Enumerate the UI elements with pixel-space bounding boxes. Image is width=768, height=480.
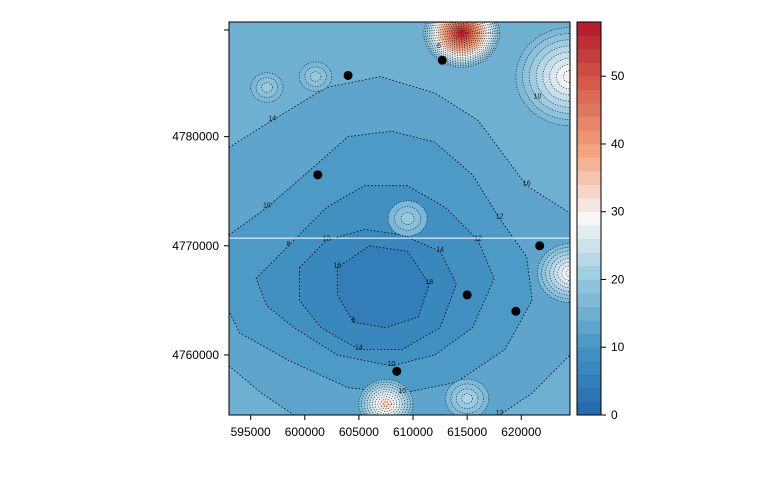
contour-label: 8 (287, 241, 291, 248)
contour-label: 14 (436, 246, 444, 253)
colorbar-band (577, 89, 601, 104)
y-tick-label: 4760000 (172, 348, 219, 362)
colorbar-band (577, 35, 601, 50)
contour-label: 12 (474, 235, 482, 242)
hotspot-6 (299, 61, 333, 92)
contour-label: 16 (333, 263, 341, 270)
hotspot-ring (400, 212, 415, 225)
hotspot-ring (261, 82, 273, 93)
colorbar-band (577, 333, 601, 348)
colorbar-band (577, 49, 601, 63)
hotspot-1 (515, 27, 570, 126)
hotspot-3 (358, 379, 414, 415)
colorbar-frame (576, 21, 602, 416)
hotspot-layer (250, 22, 570, 415)
plot-frame (228, 21, 571, 416)
colorbar-tick-label: 0 (611, 408, 618, 422)
contour-label: 18 (425, 279, 433, 286)
hotspot-ring (382, 401, 389, 407)
x-axis: 595000 600000 605000 610000 615000 620000 (231, 415, 542, 439)
colorbar-band (577, 225, 601, 240)
hotspot-5 (250, 72, 284, 103)
dense-contour-blob-0 (343, 70, 353, 80)
colorbar-band (577, 360, 601, 375)
dense-contour-blob-5 (392, 366, 402, 376)
colorbar-band (577, 320, 601, 334)
contour-region-4 (337, 245, 430, 328)
x-tick-label: 610000 (393, 425, 433, 439)
contour-line-layer (229, 76, 570, 415)
hotspot-ring (459, 31, 464, 35)
x-tick-label: 615000 (447, 425, 487, 439)
y-axis: 4760000 4770000 4780000 (172, 29, 229, 362)
colorbar-tick-label: 10 (611, 340, 625, 354)
contour-label: 16 (523, 181, 531, 188)
contour-label: 12 (323, 235, 331, 242)
hotspot-2 (537, 243, 570, 303)
hotspot-ring (309, 71, 322, 82)
colorbar-band (577, 22, 601, 36)
hotspot-ring (562, 70, 570, 83)
colorbar-band (577, 374, 601, 389)
colorbar-band (577, 103, 601, 118)
hotspot-7 (387, 200, 428, 237)
contour-label: 10 (263, 203, 271, 210)
colorbar-band (577, 171, 601, 185)
colorbar-band (577, 306, 601, 321)
colorbar-band (577, 76, 601, 91)
contour-label: 10 (388, 361, 396, 368)
colorbar-band (577, 157, 601, 172)
contour-label: 12 (496, 410, 504, 417)
contour-label: 14 (268, 115, 276, 122)
colorbar-band (577, 211, 601, 226)
hotspot-4 (445, 378, 490, 415)
dense-contour-blob-1 (437, 55, 447, 65)
colorbar-band (577, 265, 601, 280)
colorbar-band (577, 387, 601, 402)
hotspot-0 (423, 22, 500, 68)
colorbar-band (577, 130, 601, 145)
colorbar-band (577, 143, 601, 158)
contour-line-1 (229, 130, 533, 394)
contour-label: 14 (355, 345, 363, 352)
dense-contour-blob-4 (462, 290, 472, 300)
colorbar-tick-label: 50 (611, 69, 625, 83)
dense-contour-blob-3 (535, 241, 545, 251)
colorbar-band (577, 116, 601, 131)
hotspot-ring (565, 269, 570, 278)
colorbar-band (577, 238, 601, 253)
contour-label: 10 (534, 93, 542, 100)
contour-fill-layer (229, 76, 570, 415)
colorbar-band (577, 198, 601, 213)
colorbar-tick-label: 20 (611, 272, 625, 286)
colorbar: 0 10 20 30 40 50 (576, 21, 625, 422)
x-tick-label: 620000 (501, 425, 541, 439)
contour-label: 8 (352, 317, 356, 324)
hotspot-ring (461, 393, 473, 404)
colorbar-band (577, 252, 601, 267)
contour-label: 12 (496, 214, 504, 221)
contour-line-4 (336, 245, 430, 329)
colorbar-tick-label: 30 (611, 205, 625, 219)
contour-line-3 (298, 228, 457, 350)
contour-label-layer: 14 16 12 10 12 10 8 12 10 12 14 14 16 18 8 6 10 (263, 43, 542, 417)
dense-contour-blob-6 (511, 306, 521, 316)
x-tick-label: 600000 (285, 425, 325, 439)
y-tick-label: 4780000 (172, 130, 219, 144)
x-tick-label: 605000 (339, 425, 379, 439)
contour-label: 6 (437, 43, 441, 50)
colorbar-band (577, 62, 601, 77)
x-tick-label: 595000 (231, 425, 271, 439)
colorbar-band (577, 401, 601, 416)
colorbar-tick-label: 40 (611, 137, 625, 151)
contour-label: 10 (398, 388, 406, 395)
y-tick-label: 4770000 (172, 239, 219, 253)
colorbar-band (577, 279, 601, 294)
colorbar-band (577, 347, 601, 362)
colorbar-band (577, 293, 601, 307)
colorbar-band (577, 184, 601, 199)
dense-contour-blob-2 (313, 170, 323, 180)
